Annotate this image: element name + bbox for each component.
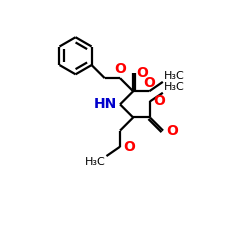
Text: O: O [166,124,178,138]
Text: H₃C: H₃C [164,72,184,82]
Text: H₃C: H₃C [164,82,184,92]
Text: H₃C: H₃C [85,157,105,167]
Text: O: O [114,62,126,76]
Text: O: O [123,140,135,154]
Text: O: O [153,94,165,108]
Text: O: O [143,76,155,90]
Text: HN: HN [94,98,117,112]
Text: O: O [136,66,148,80]
